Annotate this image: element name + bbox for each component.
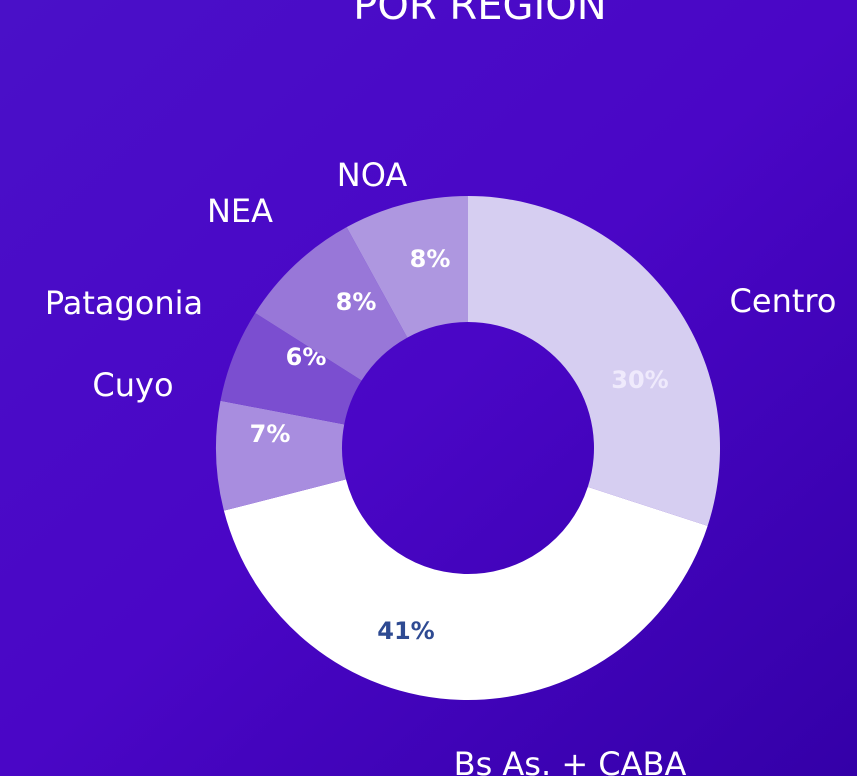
value-label: 8% — [336, 288, 377, 316]
value-label: 41% — [377, 617, 434, 645]
donut-slice — [255, 227, 408, 381]
chart-title: POR REGION — [353, 0, 606, 29]
category-label: Centro — [730, 282, 837, 320]
donut-slice — [216, 400, 346, 511]
category-label: NOA — [337, 156, 408, 194]
category-label: Bs As. + CABA — [454, 745, 687, 776]
donut-slice — [223, 479, 708, 701]
donut-slice — [468, 196, 720, 526]
value-label: 30% — [611, 366, 668, 394]
category-label: Patagonia — [45, 284, 203, 322]
category-label: Cuyo — [92, 366, 173, 404]
donut-slice — [346, 196, 468, 338]
value-label: 8% — [410, 245, 451, 273]
value-label: 7% — [250, 420, 291, 448]
category-label: NEA — [207, 192, 273, 230]
donut-slice — [220, 312, 362, 425]
